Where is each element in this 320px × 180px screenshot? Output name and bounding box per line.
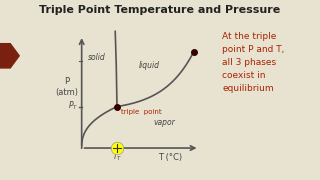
FancyArrow shape <box>0 44 19 68</box>
Text: solid: solid <box>87 53 105 62</box>
Text: $T_T$: $T_T$ <box>112 150 122 163</box>
Text: $P_T$: $P_T$ <box>68 100 78 112</box>
Text: T (°C): T (°C) <box>158 153 182 162</box>
Text: At the triple
point P and T,
all 3 phases
coexist in
equilibrium: At the triple point P and T, all 3 phase… <box>222 32 285 93</box>
Text: Triple Point Temperature and Pressure: Triple Point Temperature and Pressure <box>39 5 281 15</box>
Text: liquid: liquid <box>139 61 160 70</box>
Text: P
(atm): P (atm) <box>55 77 78 97</box>
Text: vapor: vapor <box>153 118 175 127</box>
Text: triple  point: triple point <box>121 109 161 114</box>
